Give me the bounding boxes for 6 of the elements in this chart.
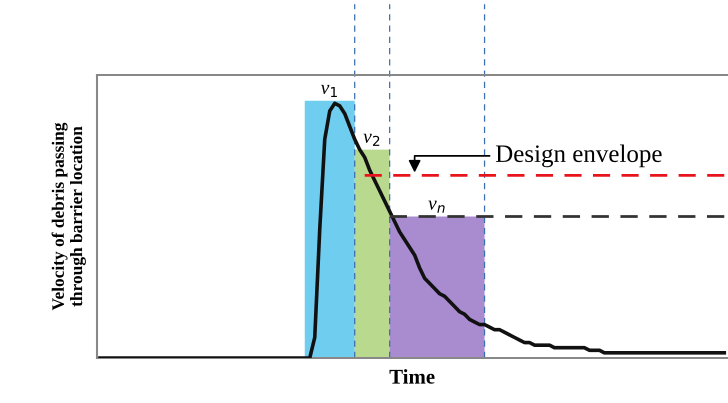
x-axis-title: Time — [390, 369, 435, 384]
text: v$_{1}$ — [320, 84, 337, 97]
y-axis-title: Velocity of debris passing through barrier location — [52, 122, 86, 310]
annotation: Design envelope — [496, 144, 662, 168]
annotation: v$_{n}$ — [428, 200, 445, 213]
annotation: v$_{2}$ — [363, 134, 380, 146]
